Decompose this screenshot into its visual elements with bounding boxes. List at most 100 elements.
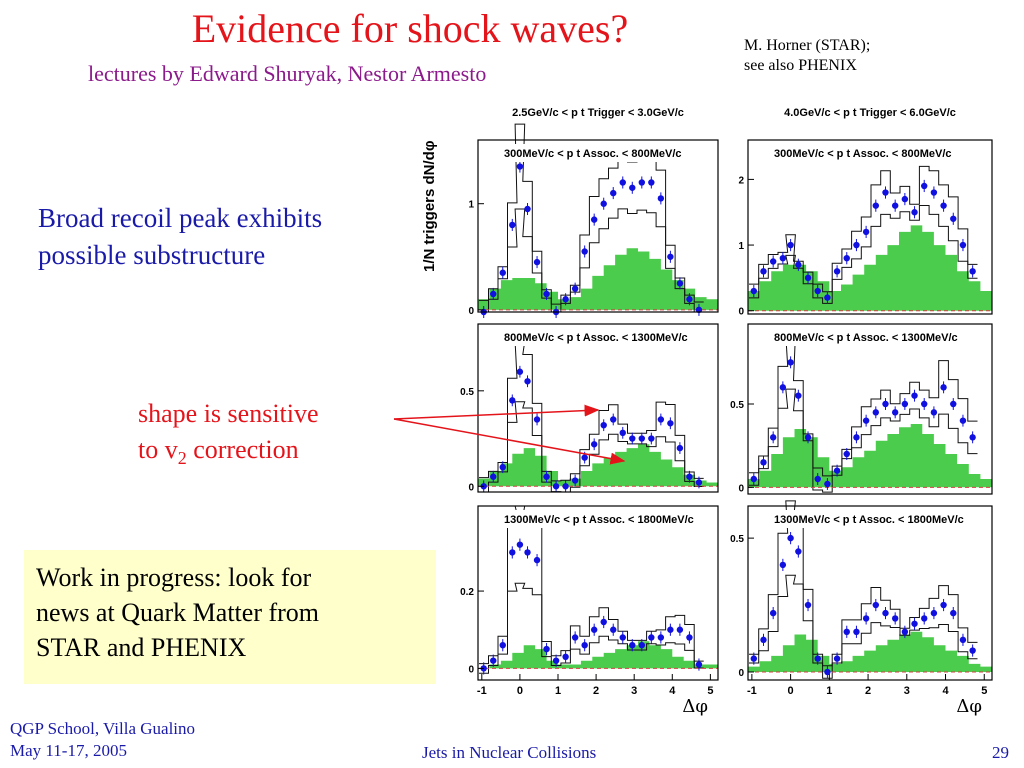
data-point bbox=[862, 615, 870, 622]
footer-left: QGP School, Villa Gualino May 11-17, 200… bbox=[10, 718, 195, 762]
data-point bbox=[969, 647, 976, 654]
data-point bbox=[676, 280, 684, 287]
data-point bbox=[750, 475, 758, 483]
data-point bbox=[814, 287, 821, 295]
data-point bbox=[804, 274, 812, 282]
data-point bbox=[769, 258, 777, 265]
trigger-header-right: 4.0GeV/c < p t Trigger < 6.0GeV/c bbox=[784, 107, 956, 119]
data-point bbox=[667, 626, 674, 633]
credit-note: M. Horner (STAR); see also PHENIX bbox=[744, 36, 870, 76]
x-tick-label: 2 bbox=[865, 685, 871, 697]
data-point bbox=[824, 294, 831, 301]
data-point bbox=[571, 634, 579, 641]
x-axis-label: Δφ bbox=[682, 696, 708, 717]
x-tick-label: 5 bbox=[981, 685, 987, 697]
data-point bbox=[667, 253, 674, 260]
data-point bbox=[959, 241, 967, 249]
footer-school: QGP School, Villa Gualino bbox=[10, 719, 196, 738]
data-point bbox=[657, 416, 665, 423]
note-box: Work in progress: look for news at Quark… bbox=[24, 550, 436, 684]
data-point bbox=[940, 601, 947, 609]
x-tick-label: 3 bbox=[904, 685, 910, 697]
data-point bbox=[921, 615, 928, 622]
data-point bbox=[843, 450, 850, 458]
data-point bbox=[911, 620, 918, 627]
data-point bbox=[795, 548, 802, 555]
data-point bbox=[610, 626, 617, 633]
data-point bbox=[571, 285, 579, 292]
y-tick-label: 0.2 bbox=[460, 587, 474, 598]
data-point bbox=[911, 209, 918, 216]
label-box bbox=[770, 144, 990, 162]
annotation-line-2: to v2 correction bbox=[138, 432, 319, 476]
systematic-lower bbox=[479, 208, 704, 313]
panel-frame bbox=[477, 323, 719, 493]
data-point bbox=[619, 179, 626, 186]
label-box bbox=[770, 510, 990, 528]
background-histogram bbox=[478, 248, 718, 310]
data-point bbox=[629, 642, 636, 649]
data-point bbox=[814, 475, 821, 483]
systematic-lower bbox=[479, 582, 704, 674]
data-point bbox=[950, 609, 957, 617]
data-point bbox=[969, 434, 976, 441]
data-point bbox=[872, 601, 880, 609]
y-tick-label: 0 bbox=[738, 307, 744, 318]
data-point bbox=[562, 296, 569, 303]
panel-label: 800MeV/c < p t Assoc. < 1300MeV/c bbox=[774, 332, 958, 344]
data-point bbox=[891, 202, 899, 209]
data-point bbox=[872, 409, 880, 416]
data-point bbox=[490, 290, 497, 298]
data-point bbox=[499, 642, 506, 649]
data-point bbox=[543, 473, 550, 480]
data-point bbox=[779, 254, 787, 262]
systematic-upper bbox=[749, 165, 978, 293]
data-point bbox=[959, 417, 967, 424]
data-point bbox=[795, 392, 802, 399]
data-point bbox=[499, 463, 506, 471]
data-point bbox=[853, 241, 860, 249]
data-point bbox=[667, 420, 674, 427]
data-point bbox=[590, 626, 598, 633]
y-tick-label: 1 bbox=[468, 200, 474, 211]
data-point bbox=[779, 561, 787, 569]
x-axis-label: Δφ bbox=[956, 696, 982, 717]
systematic-lower bbox=[479, 401, 704, 493]
data-point bbox=[552, 657, 560, 664]
panel-label: 1300MeV/c < p t Assoc. < 1800MeV/c bbox=[774, 514, 964, 526]
data-point bbox=[543, 645, 550, 653]
data-point bbox=[581, 642, 588, 649]
background-histogram bbox=[748, 424, 992, 488]
data-point bbox=[686, 296, 693, 303]
data-point bbox=[940, 384, 947, 391]
annotation-subscript: 2 bbox=[177, 448, 187, 469]
data-point bbox=[516, 368, 524, 375]
y-tick-label: 0 bbox=[468, 306, 474, 317]
data-point bbox=[676, 626, 684, 633]
data-point bbox=[590, 441, 598, 448]
slide-title: Evidence for shock waves? bbox=[191, 6, 629, 51]
data-point bbox=[581, 454, 588, 461]
note-line-2: news at Quark Matter from bbox=[36, 598, 320, 627]
data-point bbox=[769, 434, 777, 441]
data-point bbox=[804, 434, 812, 441]
plot-panel: 800MeV/c < p t Assoc. < 1300MeV/c 0 0.5 bbox=[730, 323, 993, 495]
data-point bbox=[610, 189, 617, 197]
data-point bbox=[950, 400, 957, 408]
panel-label: 300MeV/c < p t Assoc. < 800MeV/c bbox=[774, 148, 952, 160]
bullet-line-2: possible substructure bbox=[38, 240, 266, 270]
data-point bbox=[619, 429, 626, 437]
x-tick-label: -1 bbox=[477, 685, 487, 697]
background-histogram bbox=[748, 225, 992, 311]
data-point bbox=[872, 202, 880, 209]
data-point bbox=[657, 195, 665, 202]
data-point bbox=[629, 435, 636, 442]
data-point bbox=[590, 216, 598, 223]
data-point bbox=[490, 473, 497, 480]
data-point bbox=[930, 189, 938, 196]
data-point bbox=[686, 473, 693, 480]
x-tick-label: 5 bbox=[707, 685, 713, 697]
plot-panel: 1300MeV/c < p t Assoc. < 1800MeV/c 0 0.2 -1… bbox=[460, 505, 719, 717]
data-point bbox=[581, 248, 588, 255]
data-point bbox=[843, 254, 850, 262]
